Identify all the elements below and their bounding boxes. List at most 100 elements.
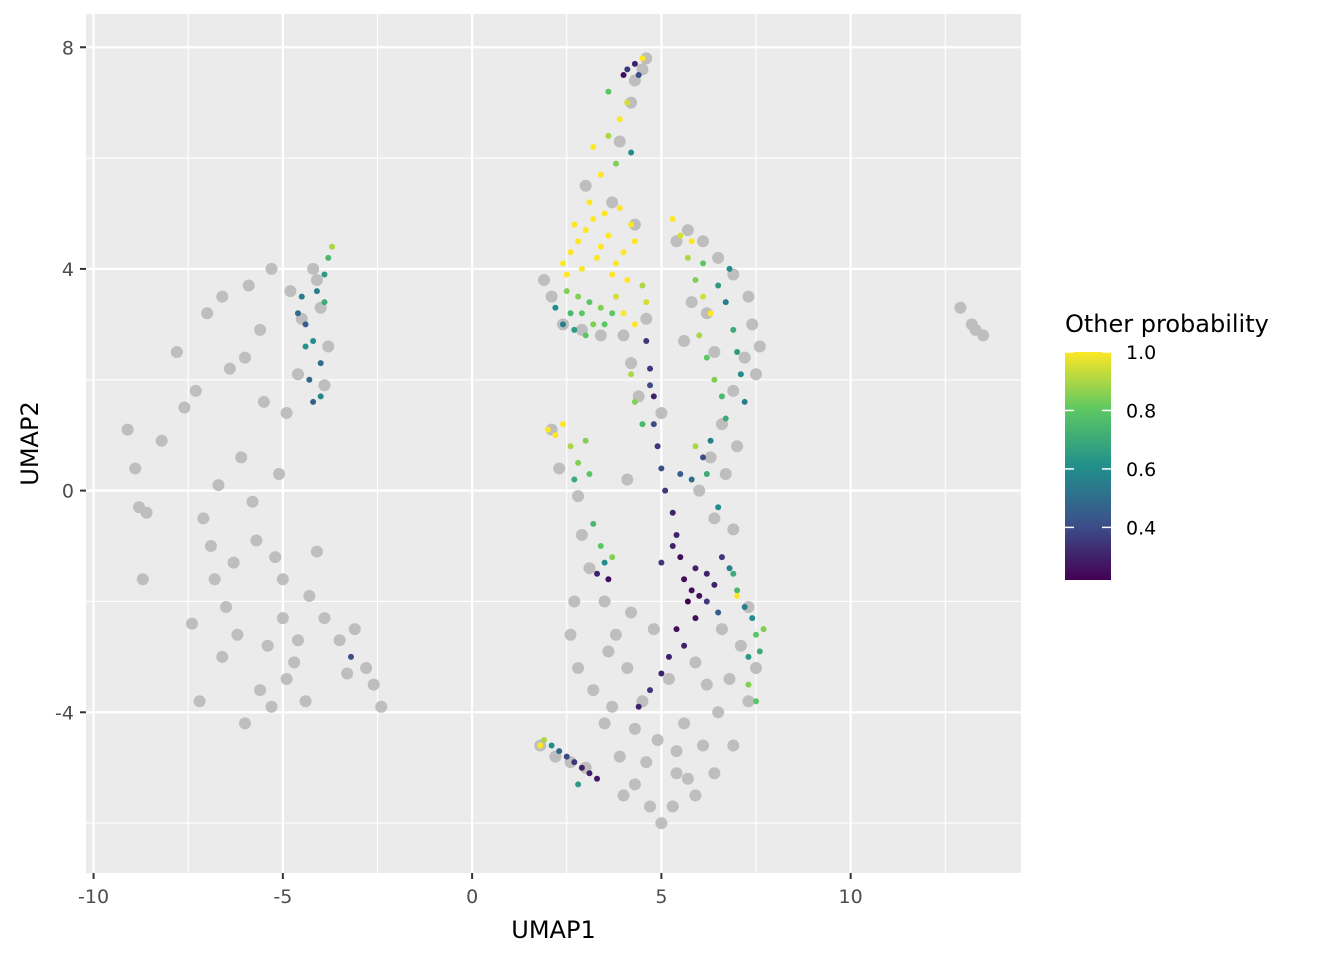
scatter-point [538,274,551,287]
scatter-point [606,700,619,713]
scatter-point [640,756,653,769]
scatter-point-colored [688,587,695,594]
scatter-point [731,440,744,453]
x-tick-label: 0 [466,886,478,908]
scatter-point [617,329,630,342]
scatter-point-colored [628,371,635,378]
scatter-point [273,467,286,480]
scatter-point-colored [605,88,612,95]
scatter-point-colored [639,282,646,289]
scatter-point [568,595,581,608]
scatter-point [685,296,698,309]
scatter-point-colored [703,570,710,577]
scatter-point-colored [624,277,631,284]
scatter-point [572,661,585,674]
scatter-point-colored [302,343,309,350]
scatter-point-colored [567,310,574,317]
scatter-point-colored [692,443,699,450]
scatter-point-colored [612,260,619,267]
scatter-point-colored [734,592,741,599]
scatter-point [681,772,694,785]
scatter-point-colored [734,349,741,356]
scatter-point-colored [541,736,548,743]
plot-panel [86,14,1021,873]
scatter-point [640,52,653,65]
scatter-point [216,290,229,303]
scatter-point-colored [321,299,328,306]
scatter-point-colored [703,470,710,477]
y-tick-label: 0 [62,481,74,503]
scatter-point [700,307,713,320]
scatter-point [670,767,683,780]
y-tick-label: 4 [62,259,74,281]
scatter-point-colored [612,160,619,167]
scatter-point [140,506,153,519]
scatter-point-colored [582,437,589,444]
scatter-point-colored [586,770,593,777]
scatter-point [238,351,251,364]
scatter-point [681,224,694,237]
scatter-point [193,695,206,708]
scatter-point [170,346,183,359]
colored-points [294,55,767,788]
y-axis-title: UMAP2 [16,401,44,485]
scatter-point-colored [628,221,635,228]
scatter-point-colored [760,626,767,633]
scatter-point [727,384,740,397]
scatter-point [178,401,191,414]
scatter-point-colored [601,559,608,566]
scatter-point [341,667,354,680]
scatter-point-colored [737,371,744,378]
scatter-point-colored [575,781,582,788]
scatter-point [708,767,721,780]
scatter-point [231,628,244,641]
scatter-point-colored [662,487,669,494]
scatter-point-colored [582,227,589,234]
scatter-point [746,318,759,331]
scatter-point-colored [745,681,752,688]
legend-break-label: 1.0 [1126,342,1156,364]
scatter-point-colored [563,271,570,278]
scatter-point-colored [677,554,684,561]
x-tick-label: -5 [273,886,292,908]
scatter-point [254,684,267,697]
scatter-point [553,462,566,475]
scatter-point [545,290,558,303]
scatter-point [640,312,653,325]
scatter-point [583,562,596,575]
scatter-point-colored [753,698,760,705]
scatter-point-colored [726,565,733,572]
scatter-point [299,695,312,708]
scatter-point [625,357,638,370]
scatter-point [257,395,270,408]
scatter-point-colored [673,626,680,633]
scatter-point-colored [329,243,336,250]
scatter-point [265,700,278,713]
scatter-point-colored [730,326,737,333]
scatter-point-colored [582,332,589,339]
scatter-point [189,384,202,397]
scatter-point [246,495,259,508]
scatter-point-colored [639,421,646,428]
legend-ticks: 0.4 0.6 0.8 1.0 [1065,342,1156,539]
scatter-point-colored [601,210,608,217]
y-tick-label: -4 [55,702,74,724]
scatter-point-colored [537,742,544,749]
scatter-point [201,307,214,320]
scatter-point-colored [578,310,585,317]
scatter-point [291,368,304,381]
scatter-point-colored [692,565,699,572]
scatter-point [613,750,626,763]
scatter-point-colored [647,365,654,372]
scatter-point-colored [347,653,354,660]
scatter-point-colored [563,288,570,295]
scatter-point [723,673,736,686]
scatter-point [204,540,217,553]
x-tick-label: -10 [78,886,109,908]
y-axis: -4 0 4 8 [55,37,86,724]
scatter-point-colored [302,321,309,328]
scatter-point [742,695,755,708]
scatter-point [666,800,679,813]
scatter-point-colored [745,653,752,660]
scatter-point [613,135,626,148]
